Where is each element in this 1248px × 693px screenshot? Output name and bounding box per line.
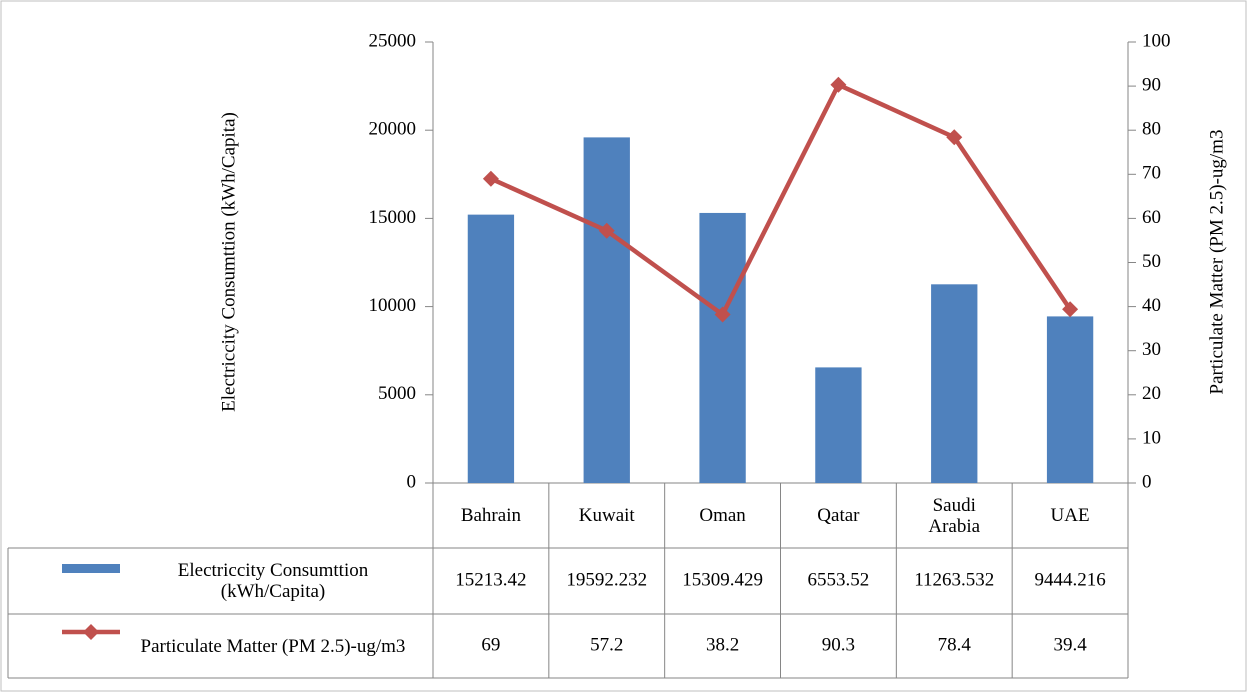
category-label: Qatar [817, 505, 860, 526]
legend-swatch [62, 564, 120, 573]
category-label: Kuwait [578, 505, 635, 526]
category-label-box: Kuwait [578, 505, 635, 526]
legend-label-box: Electriccity Consumttion (kWh/Capita) [177, 560, 369, 602]
y-tick-label: 10000 [369, 295, 417, 316]
table-value: 9444.216 [1034, 569, 1105, 590]
bar [583, 137, 630, 484]
y-tick-label: 15000 [369, 207, 417, 228]
y2-tick-label: 50 [1142, 251, 1161, 272]
y-tick-label: 0 [407, 471, 417, 492]
y2-tick-label: 0 [1142, 471, 1152, 492]
y2-tick-label: 70 [1142, 163, 1161, 184]
marker [946, 129, 963, 146]
bar [931, 284, 978, 483]
y-tick-label: 25000 [369, 30, 417, 51]
bar [815, 367, 862, 483]
legend-label: Electriccity Consumttion (kWh/Capita) [177, 560, 369, 602]
category-label-box: Bahrain [460, 505, 521, 526]
category-label: Saudi Arabia [928, 494, 981, 537]
bar [699, 212, 746, 484]
marker [482, 170, 499, 187]
marker [830, 76, 847, 93]
category-label: Bahrain [460, 505, 521, 526]
y2-tick-label: 30 [1142, 339, 1161, 360]
table-value: 15213.42 [455, 569, 526, 590]
y2-tick-label: 90 [1142, 74, 1161, 95]
category-label-box: Qatar [817, 505, 860, 526]
table-value: 39.4 [1053, 634, 1087, 655]
y2-axis-title: Particulate Matter (PM 2.5)-ug/m3 [1206, 130, 1227, 395]
category-label-box: Saudi Arabia [928, 494, 981, 537]
legend-label: Particulate Matter (PM 2.5)-ug/m3 [140, 635, 406, 657]
table-value: 6553.52 [808, 569, 870, 590]
y-tick-label: 5000 [378, 383, 416, 404]
y2-tick-label: 10 [1142, 427, 1161, 448]
table-value: 57.2 [590, 634, 623, 655]
marker [1062, 301, 1079, 318]
y-tick-label: 20000 [369, 119, 417, 140]
y2-tick-label: 20 [1142, 383, 1161, 404]
table-value: 15309.429 [682, 569, 763, 590]
y2-tick-label: 40 [1142, 295, 1161, 316]
y2-tick-label: 60 [1142, 207, 1161, 228]
table-value: 69 [481, 634, 500, 655]
table-value: 11263.532 [914, 569, 994, 590]
table-value: 90.3 [822, 634, 855, 655]
category-label: Oman [699, 505, 746, 526]
table-value: 38.2 [706, 634, 739, 655]
legend-marker [83, 624, 99, 640]
bar [1046, 316, 1094, 483]
legend-label-box: Particulate Matter (PM 2.5)-ug/m3 [140, 635, 406, 657]
bar [467, 214, 515, 484]
y2-tick-label: 80 [1142, 119, 1161, 140]
y2-tick-label: 100 [1142, 30, 1171, 51]
category-label: UAE [1050, 505, 1090, 526]
y-axis-title: Electriccity Consumttion (kWh/Capita) [218, 112, 239, 412]
line [489, 81, 1072, 318]
marker [714, 306, 731, 323]
category-label-box: Oman [699, 505, 746, 526]
table-value: 19592.232 [566, 569, 647, 590]
table-value: 78.4 [938, 634, 972, 655]
marker [598, 222, 615, 239]
category-label-box: UAE [1050, 505, 1090, 526]
